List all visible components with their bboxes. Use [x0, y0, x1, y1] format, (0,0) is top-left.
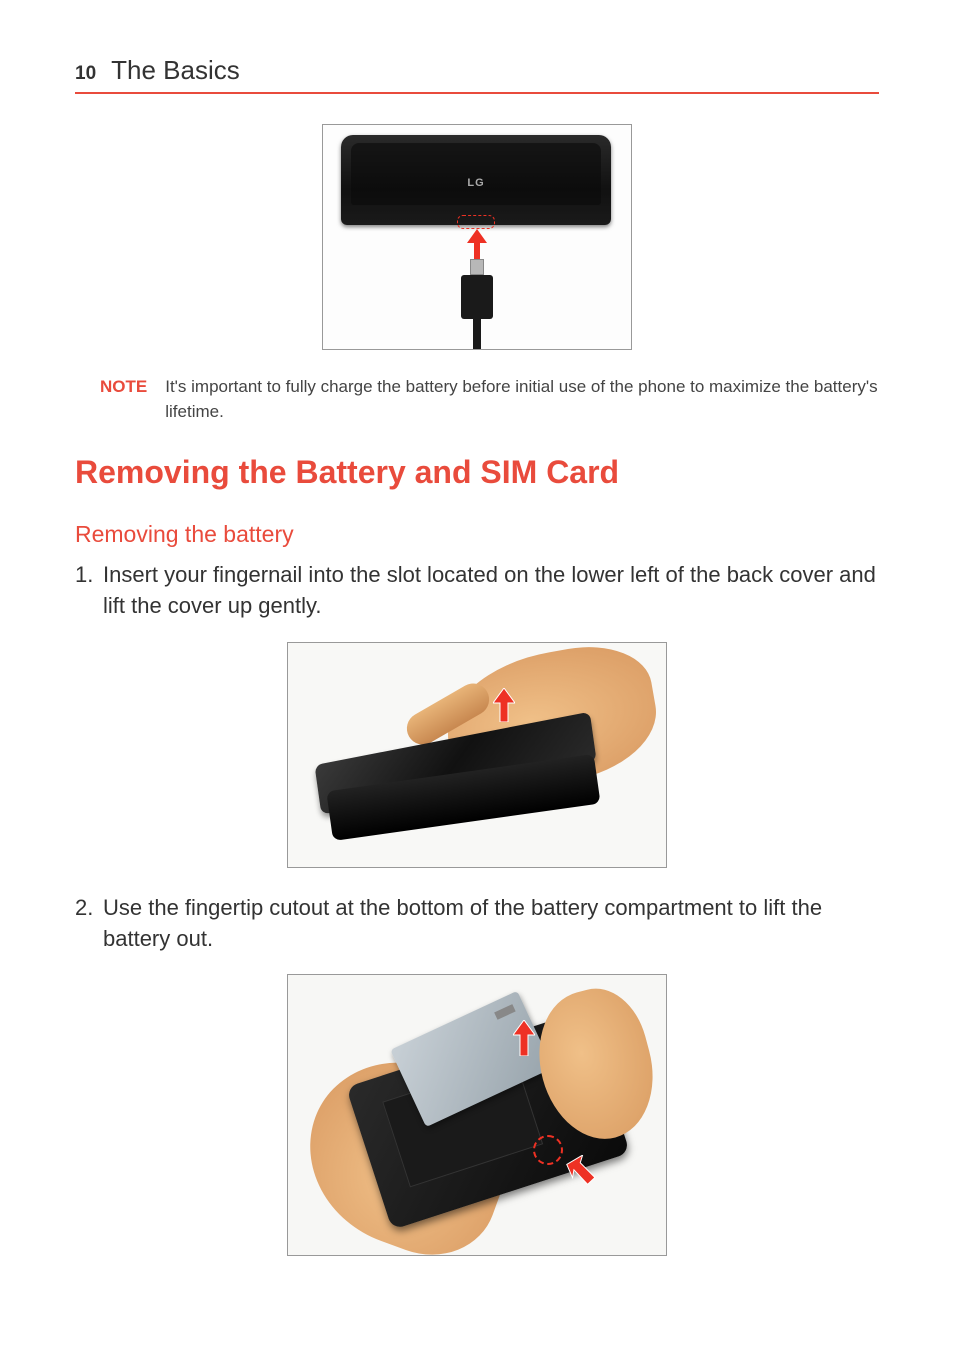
step-1-number: 1. — [75, 560, 103, 622]
step-2-text: Use the fingertip cutout at the bottom o… — [103, 893, 879, 955]
sub-heading: Removing the battery — [75, 521, 879, 548]
header-title: The Basics — [111, 55, 240, 86]
figure-remove-battery-box — [287, 974, 667, 1256]
charger-cable — [473, 319, 481, 350]
arrow-diagonal-icon — [566, 1155, 596, 1190]
figure-remove-battery — [75, 974, 879, 1261]
charger-illustration: LG — [323, 125, 631, 349]
figure-charger-box: LG — [322, 124, 632, 350]
remove-battery-illustration — [288, 975, 666, 1255]
arrow-up-icon — [467, 229, 487, 259]
main-heading: Removing the Battery and SIM Card — [75, 454, 879, 491]
charger-body — [461, 275, 493, 319]
page-header: 10 The Basics — [75, 55, 879, 94]
step-2: 2. Use the fingertip cutout at the botto… — [75, 893, 879, 955]
figure-charger: LG — [75, 124, 879, 355]
note-block: NOTE It's important to fully charge the … — [100, 375, 879, 424]
step-2-number: 2. — [75, 893, 103, 955]
charger-plug — [461, 259, 493, 350]
usb-port-highlight — [457, 215, 495, 229]
note-label: NOTE — [100, 375, 147, 424]
charger-tip — [470, 259, 484, 275]
step-1: 1. Insert your fingernail into the slot … — [75, 560, 879, 622]
page-number: 10 — [75, 63, 96, 85]
figure-remove-cover — [75, 642, 879, 873]
phone-with-cover — [313, 719, 602, 842]
step-1-text: Insert your fingernail into the slot loc… — [103, 560, 879, 622]
page-container: 10 The Basics LG NOTE It's impo — [0, 0, 954, 1321]
note-text: It's important to fully charge the batte… — [165, 375, 879, 424]
figure-remove-cover-box — [287, 642, 667, 868]
remove-cover-illustration — [288, 643, 666, 867]
arrow-up-icon — [493, 688, 515, 727]
phone-bottom-edge: LG — [341, 135, 611, 225]
lg-logo-icon: LG — [467, 177, 484, 189]
arrow-up-icon — [513, 1020, 535, 1061]
